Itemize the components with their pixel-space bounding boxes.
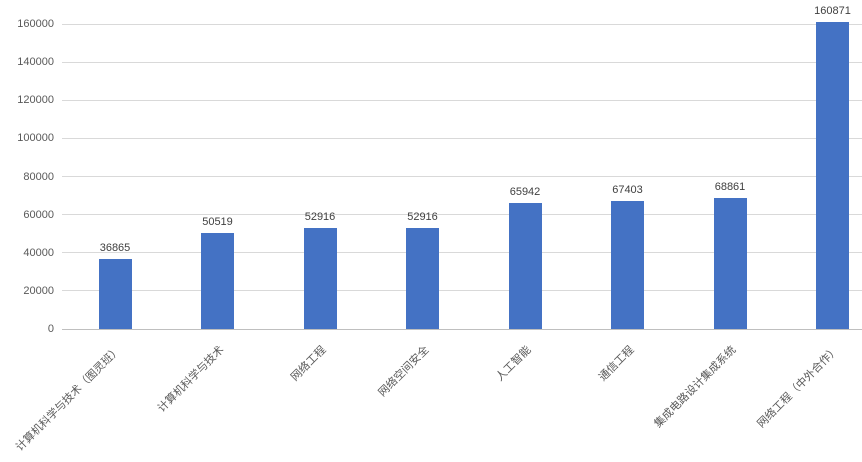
bar-value-label: 52916 <box>304 211 336 224</box>
y-axis-tick-label: 160000 <box>17 18 54 30</box>
gridline <box>62 214 862 216</box>
x-axis-line <box>62 328 862 330</box>
y-axis-tick-label: 20000 <box>23 284 54 297</box>
x-axis-category-label: 网络空间安全 <box>375 344 431 400</box>
gridline <box>62 99 862 101</box>
bar <box>713 197 747 329</box>
bar-value-label: 52916 <box>407 211 438 224</box>
gridline <box>62 252 862 254</box>
y-axis-tick-label: 120000 <box>17 94 54 107</box>
y-axis-tick-label: 60000 <box>23 208 54 221</box>
x-axis-category-label: 通信工程 <box>596 344 636 384</box>
gridline <box>62 23 862 25</box>
bar <box>98 258 132 329</box>
bar-value-label: 36865 <box>99 241 131 254</box>
gridline <box>62 137 862 139</box>
y-axis-tick-label: 40000 <box>23 246 54 259</box>
y-axis-tick-label: 140000 <box>17 56 54 69</box>
y-axis-tick-label: 0 <box>47 323 54 335</box>
bar-value-label: 65942 <box>509 186 541 199</box>
bar <box>816 22 849 329</box>
bar-value-label: 67403 <box>612 183 643 196</box>
gridline <box>62 290 862 292</box>
bar-value-label: 160871 <box>814 5 851 18</box>
bar <box>303 228 337 329</box>
y-axis-tick-label: 80000 <box>23 170 54 183</box>
bar <box>508 203 542 329</box>
x-axis-category-label: 计算机科学与技术（图灵班） <box>13 344 124 454</box>
x-axis-category-label: 网络工程 <box>288 344 329 384</box>
gridline <box>62 61 862 63</box>
y-axis-tick-label: 100000 <box>17 132 54 145</box>
x-axis-category-label: 网络工程（中外合作） <box>754 344 841 431</box>
bar <box>406 228 439 329</box>
gridline <box>62 176 862 177</box>
bar-value-label: 50519 <box>202 215 233 228</box>
bar <box>611 200 644 329</box>
bar-value-label: 68861 <box>714 180 746 193</box>
x-axis-category-label: 计算机科学与技术 <box>155 344 226 415</box>
bar <box>201 232 234 329</box>
x-axis-category-label: 集成电路设计集成系统 <box>652 344 739 431</box>
x-axis-category-label: 人工智能 <box>493 344 534 384</box>
